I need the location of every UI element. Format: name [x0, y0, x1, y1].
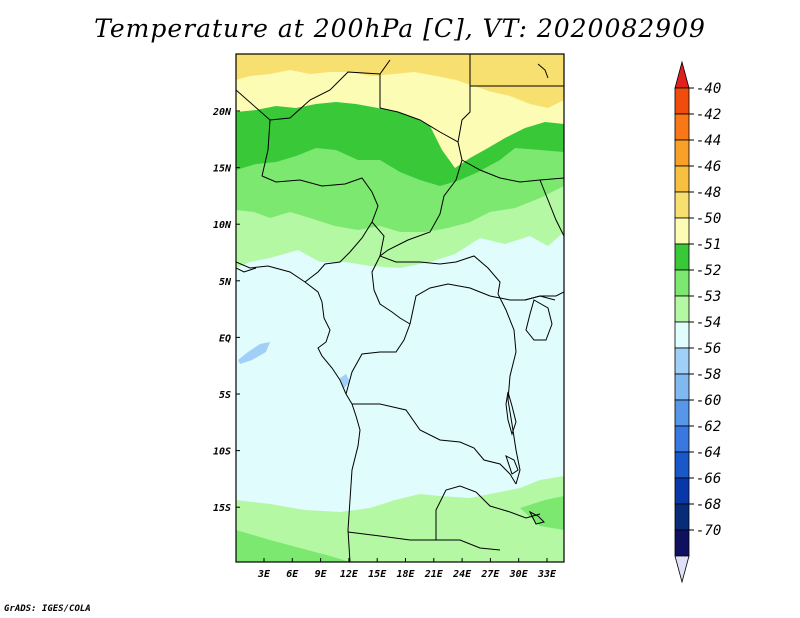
lake-mweru: [505, 455, 519, 475]
border-zambia: [435, 485, 541, 540]
lon-label: 12E: [340, 569, 359, 580]
lat-label: 15S: [213, 503, 231, 514]
colorbar-label: -46: [696, 159, 721, 175]
colorbar-segment: [674, 477, 690, 505]
border-lake-victoria: [525, 299, 553, 341]
colorbar-segment: [674, 165, 690, 193]
colorbar-label: -62: [696, 419, 721, 435]
lake-malawi: [528, 510, 545, 525]
border-chad: [379, 107, 463, 257]
border-lake-tanganyika: [505, 391, 517, 436]
lon-label: 27E: [480, 569, 500, 580]
border-niger: [261, 119, 271, 177]
colorbar-label: -64: [696, 445, 721, 461]
temperature-field: [236, 54, 564, 562]
colorbar-label: -58: [696, 367, 721, 383]
lat-label: 5S: [219, 390, 231, 401]
colorbar-segment: [674, 425, 690, 453]
colorbar-segment: [674, 347, 690, 375]
border-ssudan: [461, 159, 564, 183]
map-title: Temperature at 200hPa [C], VT: 202008290…: [94, 14, 706, 43]
colorbar-label: -50: [696, 211, 721, 227]
border-drc-west: [345, 323, 411, 395]
field-band-52-se: [520, 496, 564, 530]
colorbar-segment: [674, 321, 690, 349]
border-east: [497, 293, 521, 485]
colorbar-segment: [674, 503, 690, 531]
colorbar-label: -53: [696, 289, 721, 305]
colorbar-segment: [674, 87, 690, 115]
lat-label: 15N: [213, 164, 232, 175]
border-sudan: [457, 54, 471, 143]
colorbar-segment: [674, 217, 690, 245]
colorbar-label: -70: [696, 523, 721, 539]
field-patch-56b: [340, 374, 350, 388]
colorbar-segment: [674, 269, 690, 297]
coastline-west: [236, 261, 361, 562]
colorbar-segment: [674, 191, 690, 219]
coast-nile: [537, 63, 549, 79]
border-drc-south: [352, 403, 517, 485]
colorbar-label: -44: [696, 133, 721, 149]
lon-label: 30E: [509, 569, 529, 580]
colorbar-label: -42: [696, 107, 721, 123]
border-nigeria: [261, 175, 379, 283]
border-chad-west: [236, 59, 391, 121]
lon-label: 3E: [257, 569, 271, 580]
colorbar-segment: [674, 373, 690, 401]
colorbar-top-arrow: [674, 60, 690, 89]
border-car: [379, 255, 501, 295]
colorbar-label: -52: [696, 263, 721, 279]
lon-label: 9E: [315, 569, 328, 580]
colorbar-label: -40: [696, 81, 721, 97]
field-patch-56: [238, 342, 270, 364]
colorbar-label: -68: [696, 497, 721, 513]
lat-label: 20N: [212, 107, 232, 118]
border-cameroon: [371, 221, 411, 325]
colorbar-segment: [674, 139, 690, 167]
colorbar-bottom-arrow: [674, 555, 690, 584]
lat-axis: 20N 15N 10N 5N EQ 5S 10S 15S: [212, 107, 240, 514]
grads-credit: GrADS: IGES/COLA: [4, 604, 91, 614]
colorbar: -40 -42 -44 -46 -48 -50 -51 -52 -53 -54 -56 -58 -60 -…: [674, 60, 721, 584]
lon-label: 24E: [452, 569, 472, 580]
map-frame: [235, 53, 565, 563]
lat-label: 10S: [213, 447, 231, 458]
coast-gulf: [236, 267, 257, 273]
lon-label: 33E: [537, 569, 557, 580]
colorbar-segment: [674, 451, 690, 479]
field-band-48: [236, 54, 564, 108]
lat-label: 5N: [219, 277, 232, 288]
colorbar-label: -66: [696, 471, 721, 487]
colorbar-label: -48: [696, 185, 721, 201]
colorbar-label: -60: [696, 393, 721, 409]
lon-label: 6E: [286, 569, 299, 580]
lon-label: 18E: [396, 569, 415, 580]
lon-label: 21E: [424, 569, 444, 580]
lon-axis: 3E 6E 9E 12E 15E 18E 21E 24E 27E 30E 33E: [257, 558, 557, 580]
colorbar-segment: [674, 113, 690, 141]
colorbar-segment: [674, 243, 690, 271]
field-band-52-south: [236, 530, 350, 562]
lat-label: 10N: [213, 220, 232, 231]
border-eth: [539, 179, 564, 237]
colorbar-segment: [674, 529, 690, 557]
border-uganda: [524, 291, 564, 301]
borders: [236, 54, 564, 562]
colorbar-segment: [674, 295, 690, 323]
lon-label: 15E: [368, 569, 387, 580]
colorbar-label: -51: [696, 237, 721, 253]
colorbar-segment: [674, 399, 690, 427]
colorbar-label: -54: [696, 315, 721, 331]
lat-label: EQ: [219, 333, 231, 344]
colorbar-label: -56: [696, 341, 721, 357]
